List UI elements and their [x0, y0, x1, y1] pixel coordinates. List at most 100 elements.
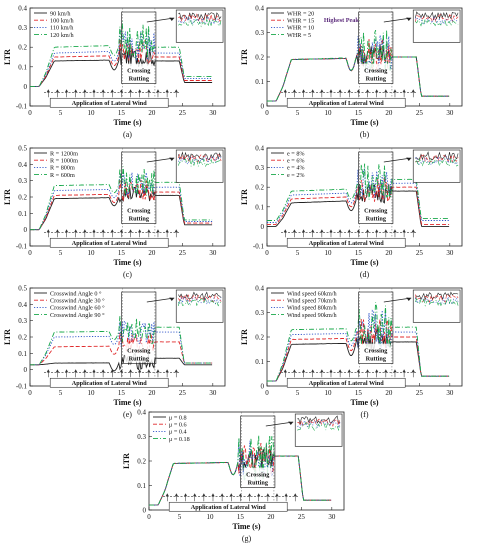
legend-entry: R = 800m [50, 165, 75, 172]
x-tick-label: 5 [296, 249, 300, 257]
x-tick-label: 30 [446, 109, 454, 117]
inset-series-line [297, 415, 341, 425]
inset-series-line [415, 15, 459, 26]
crossing-box [358, 151, 394, 224]
wind-arrowhead [356, 369, 361, 373]
x-tick-label: 20 [267, 513, 275, 521]
y-tick-label: -0.1 [253, 243, 265, 251]
inset-series-line [178, 291, 222, 300]
x-axis-label: Time (s) [113, 118, 141, 127]
y-tick-label: 0.1 [18, 63, 27, 71]
wind-arrowhead [384, 89, 388, 93]
wind-arrowhead [338, 229, 342, 233]
wind-arrowhead [165, 493, 169, 497]
y-tick-label: 0.3 [255, 164, 264, 172]
crossing-label-bg [124, 63, 153, 83]
y-tick-label: 0.2 [137, 458, 146, 466]
wind-arrowhead [202, 493, 206, 497]
wind-arrowhead [110, 229, 114, 233]
legend-entry: Wind speed 70km/h [287, 298, 337, 305]
y-tick-label: 0.5 [18, 145, 27, 153]
wind-arrowhead [365, 369, 370, 373]
x-tick-label: 10 [324, 249, 332, 257]
x-tick-label: 25 [298, 513, 306, 521]
wind-arrowhead [83, 369, 87, 373]
crossing-label-bg [124, 203, 153, 223]
legend-entry: e = 4% [287, 165, 305, 172]
x-tick-label: 20 [385, 389, 393, 397]
crossing-label-bg [361, 63, 390, 83]
x-tick-label: 30 [328, 513, 336, 521]
legend-entry: Crosswind Angle 60 ° [50, 305, 105, 312]
zoom-arrowhead [406, 157, 412, 161]
series-line [267, 176, 450, 225]
wind-arrowhead [375, 369, 379, 373]
x-tick-label: 0 [28, 109, 32, 117]
wind-arrowhead [384, 369, 388, 373]
x-axis-label: Time (s) [232, 522, 260, 531]
zoom-inset [412, 9, 461, 43]
wind-arrowhead [393, 369, 397, 373]
legend-entry: Crosswind Angle 30 ° [50, 298, 105, 305]
x-tick-label: 10 [87, 389, 95, 397]
x-tick-label: 5 [59, 389, 63, 397]
zoom-arrowhead [169, 17, 175, 21]
wind-arrowhead [128, 229, 133, 233]
inset-series-line [178, 156, 222, 165]
panel-label: (f) [361, 410, 369, 419]
wind-arrowhead [247, 493, 252, 497]
wind-arrowhead [311, 229, 315, 233]
y-tick-label: 0 [261, 223, 265, 231]
crossing-box [358, 291, 394, 364]
zoom-arrowhead [406, 297, 412, 301]
legend-entry: Wind speed 90km/h [287, 312, 337, 319]
x-tick-label: 25 [416, 389, 424, 397]
x-tick-label: 30 [446, 389, 454, 397]
legend-entry: 100 km/h [50, 18, 74, 25]
y-tick-label: 0.4 [18, 5, 27, 13]
legend-entry: 110 km/h [50, 25, 74, 32]
y-tick-label: 0.2 [255, 184, 264, 192]
x-tick-label: 15 [118, 249, 126, 257]
wind-arrowhead [174, 493, 179, 497]
inset-series-line [415, 297, 459, 307]
series-line [267, 29, 450, 102]
inset-series-line [415, 291, 459, 301]
y-tick-label: 0.2 [255, 334, 264, 342]
y-tick-label: 0.1 [255, 78, 264, 86]
inset-series-line [415, 295, 459, 305]
wind-label: Application of Lateral Wind [309, 100, 384, 107]
series-line [267, 183, 450, 227]
wind-arrowhead [329, 89, 333, 93]
wind-arrowhead [147, 229, 151, 233]
y-axis-label: LTR [3, 189, 12, 205]
y-axis-label: LTR [240, 49, 249, 65]
wind-arrowhead [74, 369, 78, 373]
crossing-box [121, 11, 157, 84]
wind-arrowhead [174, 369, 178, 373]
y-tick-label: 0.3 [18, 317, 27, 325]
zoom-arrow [383, 157, 412, 163]
wind-arrowhead [275, 493, 279, 497]
inset-series-line [297, 418, 341, 428]
wind-arrowhead [92, 369, 96, 373]
legend-entry: e = 6% [287, 158, 305, 165]
wind-arrowhead [411, 229, 415, 233]
wind-arrowhead [64, 89, 69, 93]
inset-series-line [178, 296, 222, 305]
legend-entry: Wind speed 60km/h [287, 290, 337, 297]
x-tick-label: 25 [179, 249, 187, 257]
legend-entry: μ = 0.6 [169, 422, 187, 429]
wind-label: Application of Lateral Wind [72, 240, 147, 247]
x-tick-label: 10 [87, 109, 95, 117]
wind-arrowhead [119, 229, 124, 233]
y-tick-label: 0 [24, 83, 28, 91]
x-tick-label: 5 [178, 513, 182, 521]
wind-arrowhead [101, 229, 105, 233]
wind-arrowhead [147, 369, 151, 373]
crossing-label-bg [124, 343, 153, 363]
wind-arrowhead [165, 229, 169, 233]
series-line [30, 30, 213, 87]
